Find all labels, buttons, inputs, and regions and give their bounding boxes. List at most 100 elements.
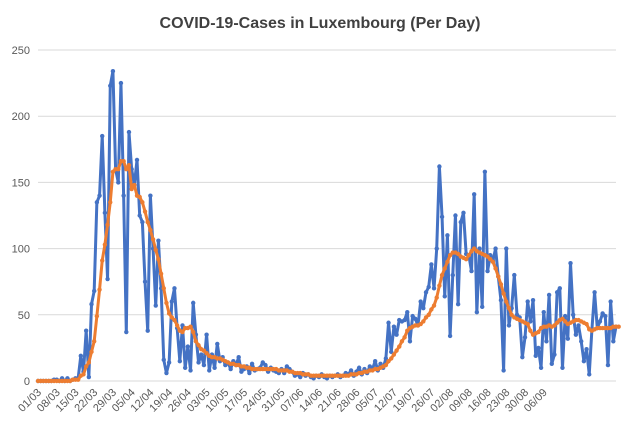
data-point-daily xyxy=(557,286,563,291)
data-point-daily xyxy=(402,317,407,323)
data-point-average xyxy=(166,311,172,316)
data-point-daily xyxy=(603,313,608,319)
data-point-daily xyxy=(455,302,461,307)
data-point-daily xyxy=(89,302,94,307)
chart-title: COVID-19-Cases in Luxembourg (Per Day) xyxy=(160,15,481,32)
data-point-average xyxy=(180,329,185,335)
data-point-average xyxy=(108,200,113,205)
data-point-daily xyxy=(145,328,150,333)
data-point-daily xyxy=(196,360,201,365)
data-point-daily xyxy=(458,219,463,225)
data-point-daily xyxy=(493,246,498,251)
data-point-daily xyxy=(298,374,303,380)
y-tick-label: 50 xyxy=(18,310,30,322)
data-point-average xyxy=(129,186,134,192)
data-point-average xyxy=(399,339,405,344)
data-point-daily xyxy=(91,288,97,294)
data-point-daily xyxy=(169,299,174,304)
data-point-daily xyxy=(429,262,434,267)
data-point-daily xyxy=(608,299,613,304)
data-point-daily xyxy=(538,365,544,370)
data-point-average xyxy=(439,272,445,278)
data-point-average xyxy=(97,287,102,292)
data-point-daily xyxy=(389,349,394,355)
y-tick-label: 150 xyxy=(12,177,30,189)
data-point-daily xyxy=(501,368,506,373)
data-point-average xyxy=(488,256,493,262)
data-point-daily xyxy=(423,290,429,295)
y-tick-label: 100 xyxy=(12,244,30,256)
data-point-average xyxy=(164,300,169,306)
data-point-daily xyxy=(102,210,108,216)
data-point-daily xyxy=(480,304,485,310)
data-point-daily xyxy=(560,365,565,370)
data-point-daily xyxy=(536,345,541,351)
data-point-average xyxy=(75,377,81,382)
data-point-daily xyxy=(504,246,509,251)
data-point-daily xyxy=(439,214,445,220)
data-point-average xyxy=(94,313,100,319)
data-point-average xyxy=(455,251,461,257)
data-point-daily xyxy=(437,164,442,169)
data-point-daily xyxy=(118,80,124,86)
data-point-daily xyxy=(97,193,102,198)
data-point-average xyxy=(148,227,153,233)
data-point-daily xyxy=(512,272,517,278)
data-point-daily xyxy=(611,339,616,344)
data-point-daily xyxy=(207,368,212,373)
data-point-average xyxy=(426,312,431,317)
data-point-daily xyxy=(140,219,145,225)
x-axis-tick-labels: 01/0308/0315/0322/0329/0305/0412/0419/04… xyxy=(16,387,550,415)
data-point-daily xyxy=(199,352,204,357)
data-point-average xyxy=(172,317,177,323)
data-point-daily xyxy=(134,157,140,163)
data-point-daily xyxy=(177,358,183,364)
data-point-daily xyxy=(185,344,191,349)
data-point-average xyxy=(196,343,201,348)
data-point-daily xyxy=(148,193,153,198)
data-point-average xyxy=(554,320,560,325)
data-point-daily xyxy=(110,68,116,74)
data-point-average xyxy=(562,319,568,324)
data-point-average xyxy=(560,316,565,321)
data-point-daily xyxy=(284,364,290,369)
data-point-daily xyxy=(498,298,504,303)
data-point-average xyxy=(394,348,399,353)
data-point-average xyxy=(191,329,196,335)
data-point-average xyxy=(137,194,142,200)
data-point-daily xyxy=(576,323,581,328)
data-point-daily xyxy=(461,210,466,216)
data-point-average xyxy=(493,266,498,271)
data-point-daily xyxy=(228,366,233,372)
data-point-average xyxy=(418,321,423,327)
data-point-daily xyxy=(166,360,172,365)
y-tick-label: 250 xyxy=(12,45,30,57)
data-point-average xyxy=(528,328,533,333)
data-point-daily xyxy=(514,312,520,317)
data-point-daily xyxy=(600,311,605,316)
data-point-daily xyxy=(544,339,549,344)
data-point-average xyxy=(447,253,453,258)
data-point-daily xyxy=(528,319,533,324)
data-point-average xyxy=(498,282,504,287)
data-point-average xyxy=(124,166,129,172)
data-point-daily xyxy=(172,286,177,291)
data-point-average xyxy=(81,372,86,377)
data-point-daily xyxy=(105,276,110,282)
data-point-daily xyxy=(587,372,592,377)
data-point-average xyxy=(442,266,447,271)
y-tick-label: 200 xyxy=(12,111,30,123)
data-point-average xyxy=(153,247,158,253)
data-point-daily xyxy=(581,358,587,364)
data-point-average xyxy=(506,305,512,311)
data-point-daily xyxy=(164,370,169,376)
data-point-daily xyxy=(86,374,92,380)
data-point-daily xyxy=(605,362,611,368)
data-point-average xyxy=(156,256,161,262)
data-point-average xyxy=(204,350,209,356)
y-tick-label: 0 xyxy=(24,376,30,388)
data-point-average xyxy=(116,166,121,172)
data-point-daily xyxy=(239,369,244,374)
data-point-average xyxy=(509,312,514,317)
